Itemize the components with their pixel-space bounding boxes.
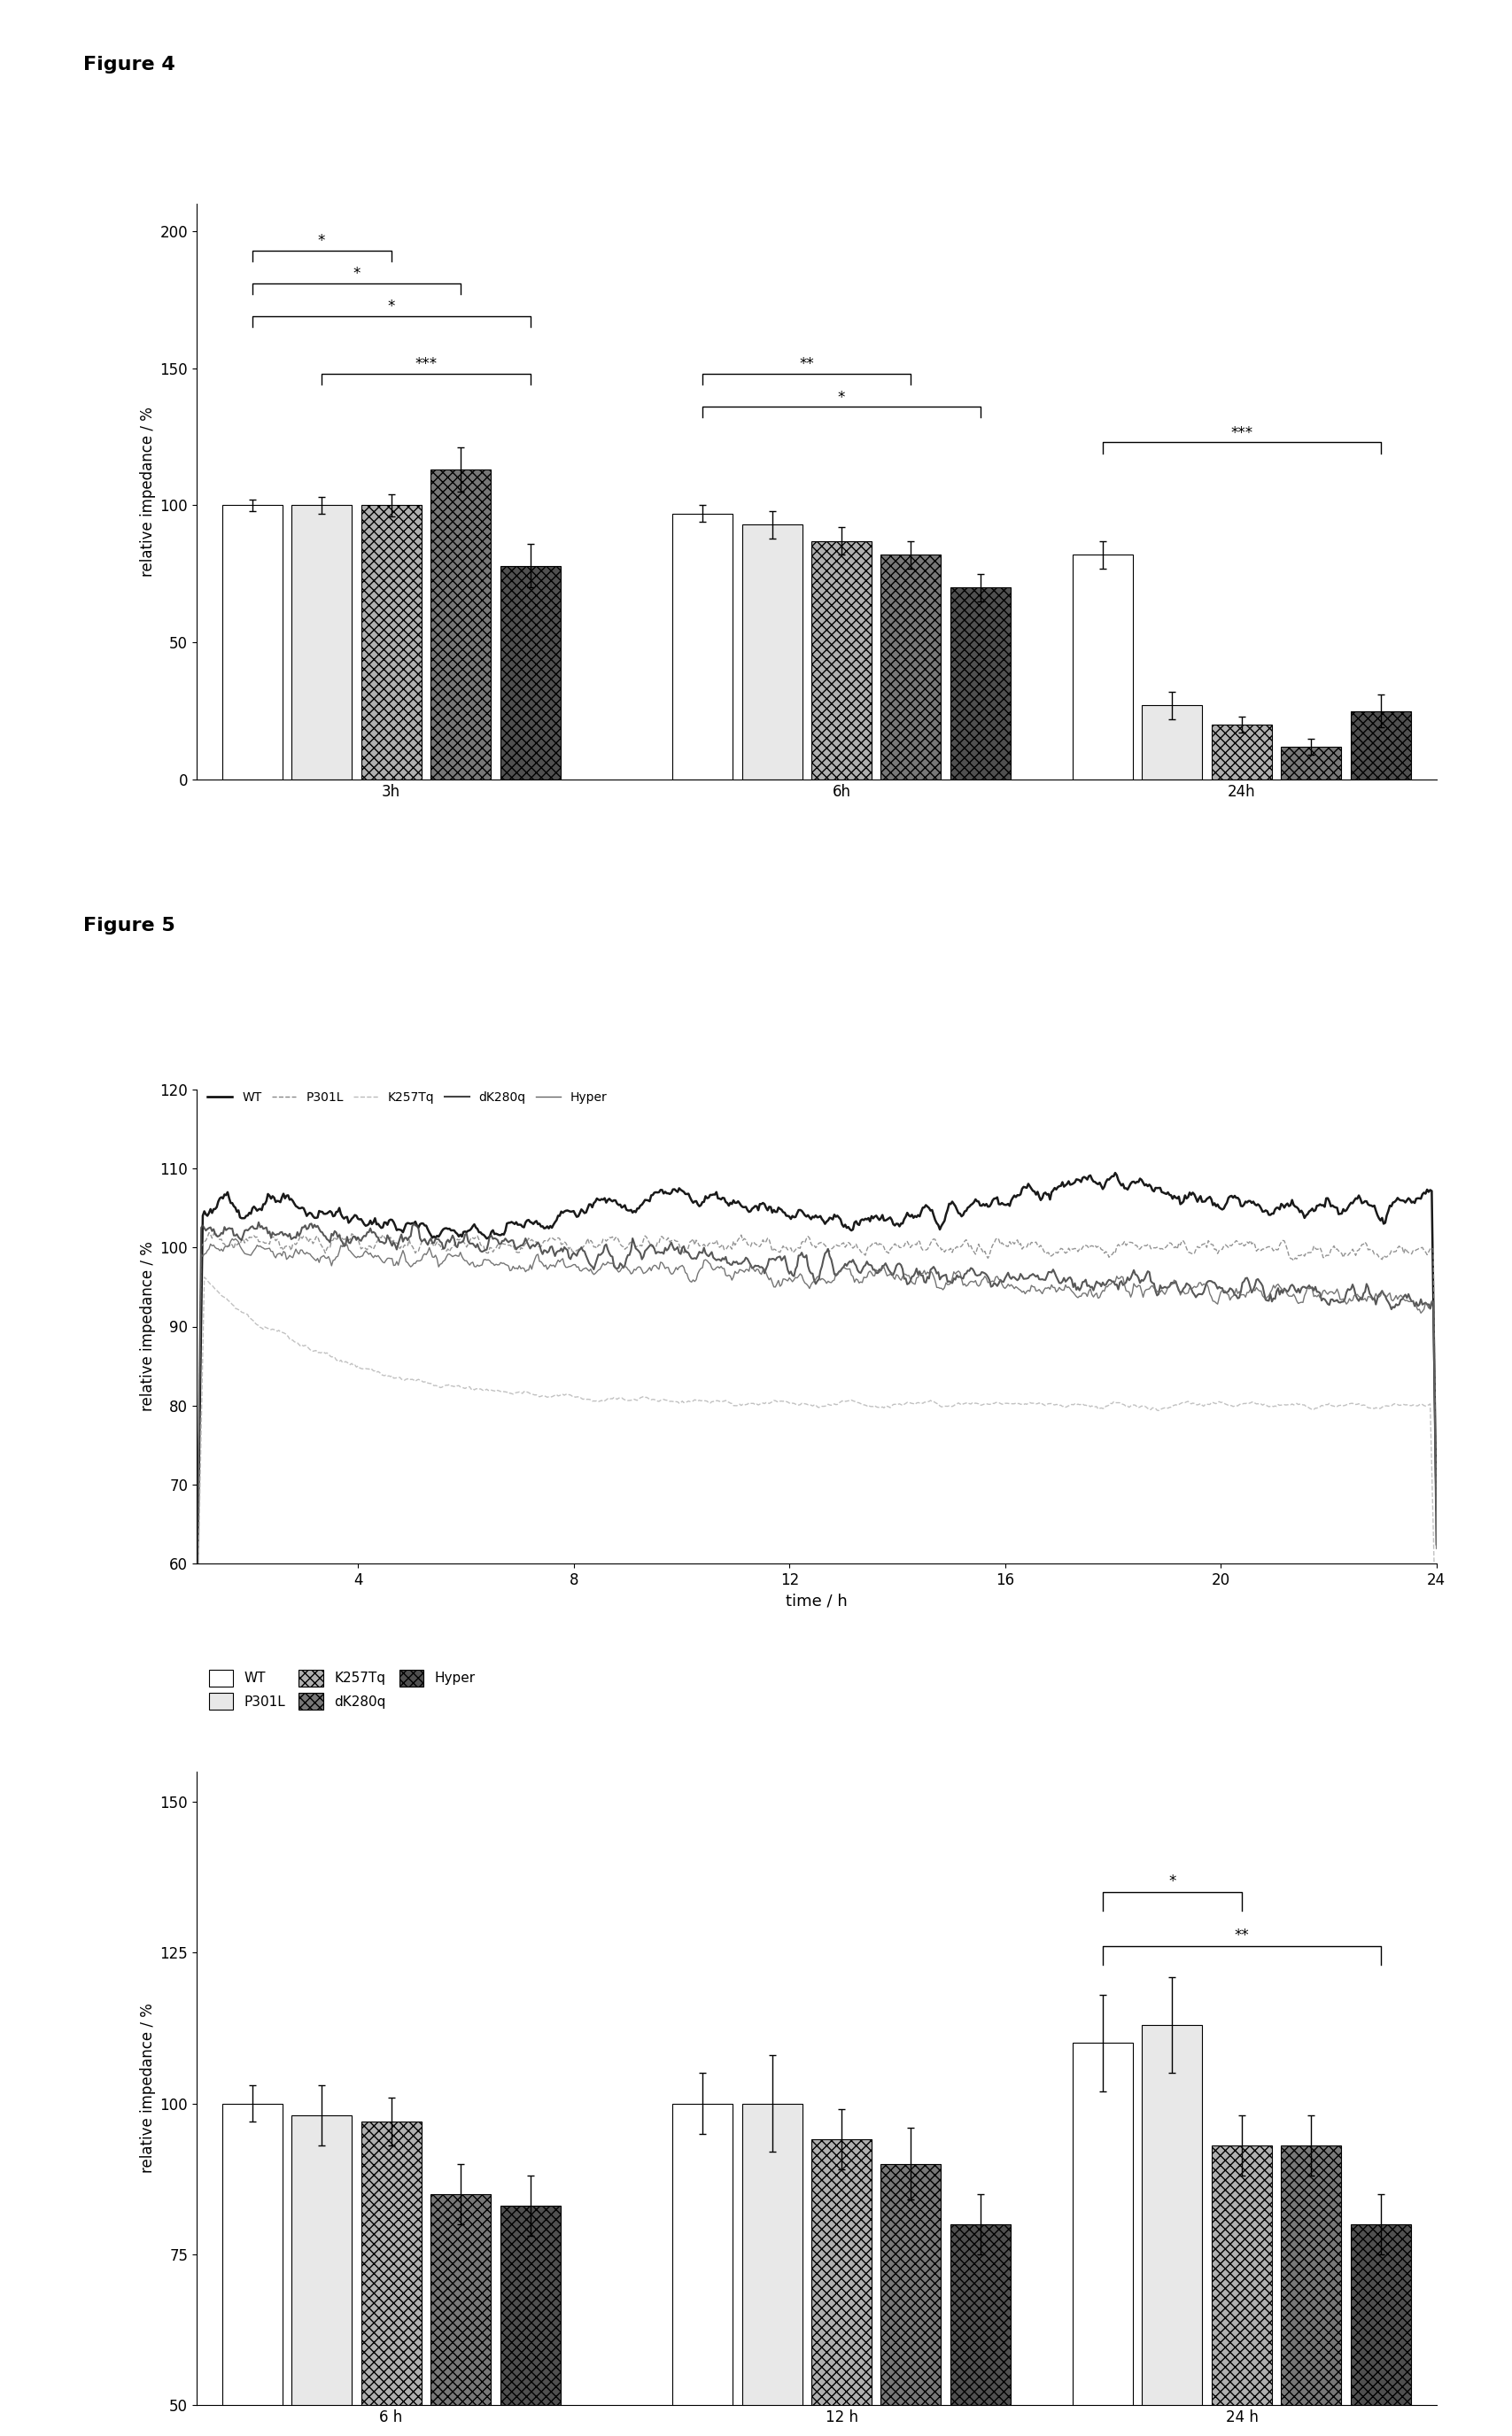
Y-axis label: relative impedance / %: relative impedance / %: [141, 1242, 156, 1410]
Bar: [1072, 555, 1132, 780]
Hyper: [187, 1627, 206, 1656]
Bar: [431, 2195, 491, 2436]
Text: **: **: [1234, 1927, 1249, 1944]
Bar: [1281, 2146, 1341, 2436]
Text: *: *: [352, 266, 360, 283]
P301L: [187, 1630, 206, 1659]
P301L: [1427, 1496, 1445, 1525]
Bar: [951, 2224, 1010, 2436]
WT: [187, 1613, 206, 1642]
Bar: [361, 504, 422, 780]
K257Tq: [1129, 1393, 1148, 1423]
Bar: [222, 2102, 283, 2436]
Bar: [500, 2207, 561, 2436]
P301L: [206, 1218, 224, 1247]
Text: *: *: [1169, 1873, 1176, 1890]
Bar: [292, 504, 352, 780]
K257Tq: [1256, 1391, 1275, 1420]
Text: Figure 4: Figure 4: [83, 56, 175, 73]
Bar: [1211, 723, 1272, 780]
Bar: [431, 470, 491, 780]
Bar: [1142, 706, 1202, 780]
Bar: [500, 565, 561, 780]
K257Tq: [978, 1389, 996, 1418]
WT: [263, 1181, 281, 1211]
K257Tq: [195, 1262, 213, 1291]
K257Tq: [1427, 1644, 1445, 1674]
dK280q: [265, 1220, 283, 1250]
Hyper: [224, 1225, 242, 1255]
Line: K257Tq: K257Tq: [197, 1276, 1436, 1659]
WT: [1256, 1196, 1275, 1225]
Y-axis label: relative impedance / %: relative impedance / %: [141, 407, 156, 577]
WT: [940, 1189, 959, 1218]
dK280q: [1129, 1264, 1148, 1294]
K257Tq: [942, 1391, 960, 1420]
Bar: [673, 514, 733, 780]
Text: **: **: [800, 356, 813, 373]
dK280q: [909, 1259, 927, 1289]
WT: [907, 1203, 925, 1233]
WT: [1107, 1157, 1125, 1186]
Y-axis label: relative impedance / %: relative impedance / %: [141, 2002, 156, 2173]
dK280q: [187, 1615, 206, 1644]
K257Tq: [265, 1315, 283, 1345]
Bar: [1072, 2044, 1132, 2436]
dK280q: [978, 1262, 996, 1291]
Bar: [1350, 2224, 1411, 2436]
WT: [1129, 1167, 1148, 1196]
Hyper: [909, 1262, 927, 1291]
Bar: [292, 2114, 352, 2436]
dK280q: [1427, 1530, 1445, 1559]
Text: *: *: [318, 234, 325, 248]
Bar: [1142, 2024, 1202, 2436]
Line: P301L: P301L: [197, 1233, 1436, 1644]
Bar: [222, 504, 283, 780]
P301L: [265, 1223, 283, 1252]
P301L: [909, 1225, 927, 1255]
Bar: [951, 587, 1010, 780]
P301L: [1129, 1235, 1148, 1264]
WT: [1427, 1496, 1445, 1525]
Text: *: *: [387, 300, 395, 314]
P301L: [942, 1233, 960, 1262]
K257Tq: [187, 1642, 206, 1671]
Bar: [1350, 711, 1411, 780]
Legend: WT, P301L, K257Tq, dK280q, Hyper: WT, P301L, K257Tq, dK280q, Hyper: [203, 1086, 612, 1108]
Bar: [1281, 745, 1341, 780]
Bar: [742, 524, 803, 780]
X-axis label: time / h: time / h: [786, 1593, 847, 1608]
Bar: [361, 2122, 422, 2436]
Hyper: [1427, 1535, 1445, 1564]
Bar: [1211, 2146, 1272, 2436]
Hyper: [265, 1240, 283, 1269]
P301L: [978, 1242, 996, 1272]
Hyper: [942, 1269, 960, 1298]
Legend: WT, P301L, K257Tq, dK280q, Hyper: WT, P301L, K257Tq, dK280q, Hyper: [203, 1664, 481, 1715]
Bar: [673, 2102, 733, 2436]
Text: ***: ***: [1231, 424, 1253, 441]
Hyper: [1129, 1272, 1148, 1301]
dK280q: [249, 1208, 268, 1237]
Text: ***: ***: [414, 356, 437, 373]
Line: dK280q: dK280q: [197, 1223, 1436, 1630]
Hyper: [978, 1269, 996, 1298]
K257Tq: [909, 1389, 927, 1418]
Bar: [812, 541, 871, 780]
Line: WT: WT: [197, 1172, 1436, 1627]
WT: [977, 1189, 995, 1218]
Hyper: [1256, 1284, 1275, 1313]
Text: Figure 5: Figure 5: [83, 916, 175, 935]
dK280q: [942, 1267, 960, 1296]
Bar: [881, 2163, 940, 2436]
Bar: [812, 2139, 871, 2436]
Line: Hyper: Hyper: [197, 1240, 1436, 1642]
Text: *: *: [838, 390, 845, 404]
P301L: [1256, 1233, 1275, 1262]
dK280q: [1256, 1286, 1275, 1315]
Bar: [742, 2102, 803, 2436]
Bar: [881, 555, 940, 780]
